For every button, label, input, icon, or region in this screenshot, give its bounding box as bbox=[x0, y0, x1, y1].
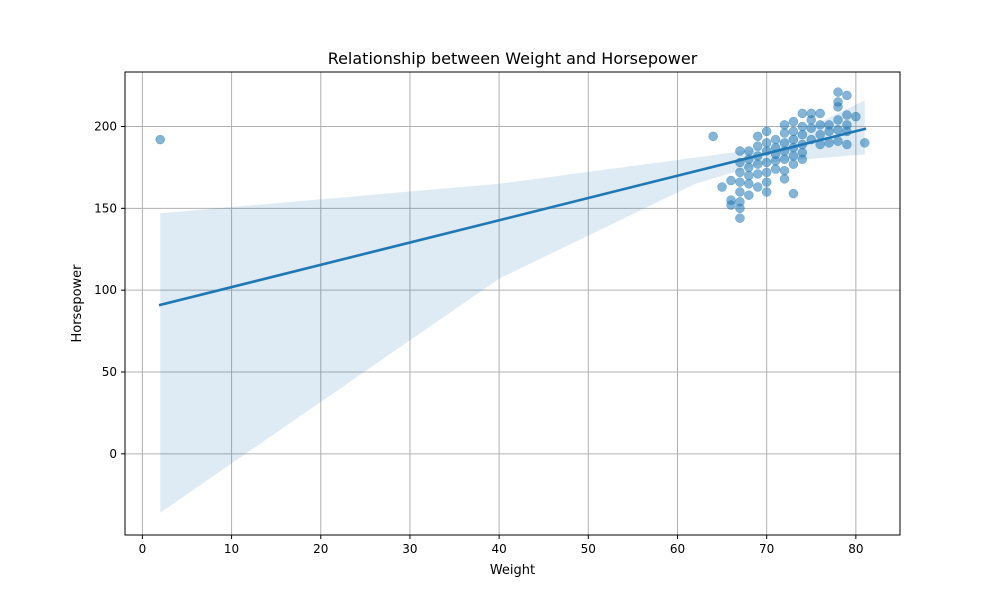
y-tick-label: 200 bbox=[94, 119, 117, 133]
scatter-point bbox=[833, 87, 843, 97]
scatter-point bbox=[735, 167, 745, 178]
scatter-point bbox=[833, 136, 843, 146]
scatter-point bbox=[833, 102, 843, 112]
scatter-point bbox=[806, 123, 817, 133]
scatter-point bbox=[788, 151, 799, 161]
x-tick-label: 30 bbox=[402, 542, 417, 556]
scatter-point bbox=[753, 182, 763, 192]
scatter-point bbox=[753, 131, 763, 142]
x-tick-label: 10 bbox=[224, 542, 239, 556]
scatter-point bbox=[824, 126, 834, 137]
x-axis-label: Weight bbox=[490, 563, 535, 578]
scatter-point bbox=[761, 167, 772, 178]
scatter-point bbox=[735, 187, 745, 197]
scatter-point bbox=[815, 108, 825, 119]
x-tick-label: 60 bbox=[670, 542, 685, 556]
scatter-point bbox=[833, 115, 843, 125]
x-tick-label: 20 bbox=[313, 542, 328, 556]
scatter-point bbox=[779, 128, 790, 138]
scatter-point bbox=[735, 146, 745, 156]
scatter-point bbox=[788, 188, 799, 199]
scatter-point bbox=[744, 162, 754, 173]
scatter-point bbox=[744, 190, 754, 200]
scatter-point bbox=[744, 170, 754, 181]
regression-line bbox=[158, 127, 867, 307]
scatter-point bbox=[779, 154, 790, 164]
y-tick-label: 50 bbox=[102, 365, 117, 379]
scatter-point bbox=[788, 134, 799, 145]
scatter-point bbox=[788, 126, 799, 137]
x-tick-label: 70 bbox=[759, 542, 774, 556]
plot-frame bbox=[124, 71, 901, 536]
scatter-point bbox=[788, 116, 799, 127]
scatter-point bbox=[717, 182, 727, 192]
scatter-point bbox=[842, 110, 852, 120]
confidence-band bbox=[160, 100, 865, 513]
scatter-point bbox=[744, 146, 754, 156]
scatter-point bbox=[779, 165, 790, 176]
x-tick-label: 40 bbox=[491, 542, 506, 556]
scatter-point bbox=[761, 126, 772, 137]
confidence-interval-band bbox=[160, 100, 865, 513]
y-tick-label: 150 bbox=[94, 201, 117, 215]
scatter-point bbox=[761, 157, 772, 168]
scatter-point bbox=[770, 134, 781, 145]
scatter-point bbox=[708, 131, 718, 142]
y-axis-label: Horsepower bbox=[70, 264, 85, 343]
x-tick-label: 50 bbox=[581, 542, 596, 556]
regression-line-group bbox=[158, 127, 867, 307]
scatter-point bbox=[797, 108, 808, 119]
scatter-point bbox=[726, 175, 736, 186]
scatter-point bbox=[842, 90, 852, 101]
scatter-point bbox=[744, 179, 754, 189]
scatter-point bbox=[815, 129, 825, 140]
y-axis-ticks: 0 50 100 150 200 bbox=[94, 119, 125, 461]
scatter-point bbox=[155, 134, 165, 145]
scatter-point bbox=[815, 120, 825, 130]
scatter-point bbox=[735, 203, 745, 214]
scatter-point bbox=[761, 138, 772, 148]
scatter-point bbox=[842, 139, 852, 150]
scatter-point bbox=[779, 138, 790, 148]
scatter-point bbox=[833, 125, 843, 135]
scatter-point bbox=[770, 156, 781, 166]
scatter-point bbox=[797, 129, 808, 140]
chart-title: Relationship between Weight and Horsepow… bbox=[328, 49, 698, 68]
scatter-point bbox=[753, 159, 763, 169]
scatter-points bbox=[155, 87, 870, 223]
scatter-point bbox=[779, 174, 790, 184]
scatter-point bbox=[779, 120, 790, 130]
scatter-point bbox=[761, 177, 772, 187]
scatter-point bbox=[735, 213, 745, 223]
scatter-point bbox=[726, 200, 736, 210]
scatter-point bbox=[806, 115, 817, 125]
x-tick-label: 0 bbox=[139, 542, 147, 556]
scatter-point bbox=[797, 121, 808, 132]
scatter-point bbox=[753, 141, 763, 151]
scatter-point bbox=[770, 164, 781, 174]
scatter-point bbox=[753, 169, 763, 179]
y-tick-label: 100 bbox=[94, 283, 117, 297]
scatter-point bbox=[860, 138, 870, 148]
y-tick-label: 0 bbox=[109, 447, 117, 461]
x-tick-label: 80 bbox=[848, 542, 863, 556]
scatter-point bbox=[735, 177, 745, 187]
scatter-point bbox=[788, 159, 799, 169]
scatter-point bbox=[851, 111, 861, 122]
grid bbox=[125, 72, 900, 535]
x-axis-ticks: 0 10 20 30 40 50 60 70 80 bbox=[139, 535, 863, 556]
scatter-point bbox=[761, 187, 772, 197]
scatter-point bbox=[797, 154, 808, 164]
